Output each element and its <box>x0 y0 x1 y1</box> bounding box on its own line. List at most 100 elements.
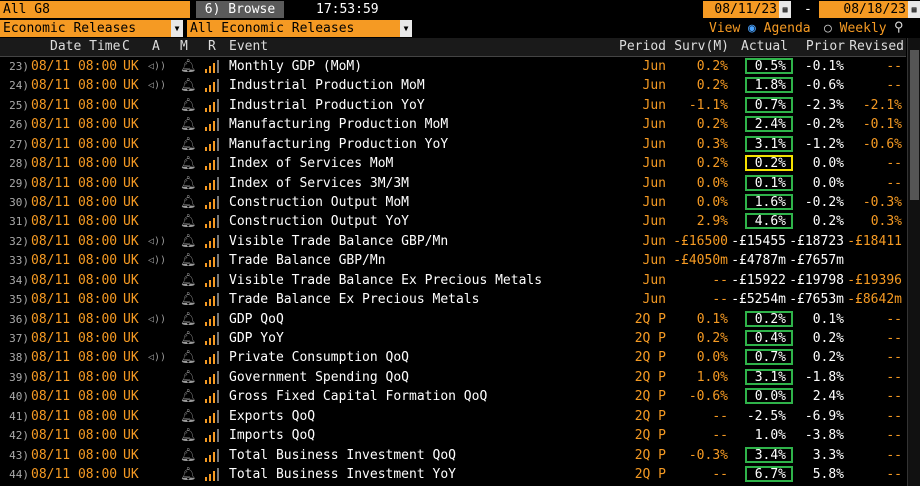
relevance-bar <box>205 360 207 365</box>
event-name: Industrial Production YoY <box>229 97 425 113</box>
col-alert[interactable]: A <box>152 39 160 54</box>
period: Jun <box>642 59 666 74</box>
view-agenda[interactable]: ◉ Agenda <box>748 20 811 37</box>
col-survey[interactable]: Surv(M) <box>674 39 729 54</box>
prior: -£19798 <box>789 272 844 288</box>
scroll-thumb[interactable] <box>910 50 919 200</box>
event-row[interactable]: 44) 08/11 08:00 UK 🔔︎ Total Business Investm… <box>0 465 906 484</box>
col-actual[interactable]: Actual <box>741 39 788 54</box>
event-row[interactable]: 32) 08/11 08:00 UK ◁)) 🔔︎ Visible Trade Balan… <box>0 232 906 251</box>
relevance-bar <box>217 409 219 423</box>
audio-icon: ◁)) <box>148 80 167 92</box>
survey: -- <box>712 408 728 424</box>
event-row[interactable]: 33) 08/11 08:00 UK ◁)) 🔔︎ Trade Balance GBP/M… <box>0 251 906 270</box>
prior: 0.0% <box>812 156 844 172</box>
col-relevance[interactable]: R <box>208 39 216 54</box>
actual: 0.2% <box>754 311 786 327</box>
col-period[interactable]: Period <box>619 39 666 54</box>
relevance-bars <box>205 135 221 154</box>
row-number: 40) <box>9 390 29 404</box>
relevance-bar <box>205 399 207 404</box>
relevance-bar <box>209 260 211 268</box>
relevance-bar <box>213 393 215 404</box>
calendar: ▦ <box>908 1 920 18</box>
col-market[interactable]: M <box>180 39 188 54</box>
country: UK <box>123 408 139 424</box>
event-row[interactable]: 30) 08/11 08:00 UK 🔔︎ Construction Output Mo… <box>0 193 906 212</box>
date-time: 08/11 08:00 <box>31 408 118 424</box>
event-row[interactable]: 42) 08/11 08:00 UK 🔔︎ Imports QoQ 2Q P -- 1.0% -… <box>0 426 906 445</box>
actual: -£15922 <box>731 272 786 288</box>
source-dropdown[interactable]: Economic Releases ▼ <box>0 20 183 37</box>
actual: -£4787m <box>731 253 786 269</box>
relevance-bar <box>213 412 215 423</box>
event-row[interactable]: 37) 08/11 08:00 UK 🔔︎ GDP YoY 2Q P 0.2% 0.4% 0.2… <box>0 329 906 348</box>
relevance-bar <box>209 338 211 346</box>
country: UK <box>123 350 139 366</box>
date-time: 08/11 08:00 <box>31 331 118 347</box>
event-row[interactable]: 39) 08/11 08:00 UK 🔔︎ Government Spending Qo… <box>0 368 906 387</box>
revised: -- <box>886 467 902 483</box>
period: Jun <box>642 117 666 133</box>
relevance-bars <box>205 193 221 212</box>
actual: -£15455 <box>731 233 786 249</box>
event-name: Visible Trade Balance GBP/Mn <box>229 233 449 249</box>
date-time: 08/11 08:00 <box>31 350 118 366</box>
event-row[interactable]: 25) 08/11 08:00 UK 🔔︎ Industrial Production … <box>0 96 906 115</box>
revised: -2.1% <box>862 97 902 113</box>
event-row[interactable]: 29) 08/11 08:00 UK 🔔︎ Index of Services 3M/3… <box>0 174 906 193</box>
survey: -- <box>712 292 728 308</box>
settings-icon[interactable]: ⚲ <box>894 20 904 35</box>
row-number: 31) <box>9 215 29 229</box>
event-row[interactable]: 31) 08/11 08:00 UK 🔔︎ Construction Output Yo… <box>0 212 906 231</box>
alert-bell: 🔔︎ <box>180 233 197 249</box>
filter-field[interactable]: All G8 <box>0 1 190 18</box>
event-name: Total Business Investment YoY <box>229 467 456 483</box>
date-time: 08/11 08:00 <box>31 195 118 210</box>
period: Jun <box>642 78 666 94</box>
end-date[interactable]: 08/18/23 ▦ <box>819 1 920 18</box>
col-prior[interactable]: Prior <box>805 39 845 54</box>
relevance-bar <box>209 454 211 462</box>
start-date[interactable]: 08/11/23 ▦ <box>703 1 791 18</box>
event-row[interactable]: 26) 08/11 08:00 UK 🔔︎ Manufacturing Producti… <box>0 115 906 134</box>
col-country[interactable]: C <box>122 39 130 54</box>
col-date-time[interactable]: Date Time <box>50 39 121 54</box>
event-name: Gross Fixed Capital Formation QoQ <box>229 389 488 405</box>
browse-button[interactable]: 6) Browse <box>196 1 284 18</box>
country: UK <box>123 195 139 210</box>
event-row[interactable]: 23) 08/11 08:00 UK ◁)) 🔔︎ Monthly GDP (MoM) Ju… <box>0 57 906 76</box>
event-row[interactable]: 43) 08/11 08:00 UK 🔔︎ Total Business Investm… <box>0 446 906 465</box>
col-revised[interactable]: Revised <box>849 39 904 54</box>
event-row[interactable]: 27) 08/11 08:00 UK 🔔︎ Manufacturing Producti… <box>0 135 906 154</box>
prior: -3.8% <box>804 428 844 444</box>
view-weekly[interactable]: ○ Weekly <box>824 20 887 37</box>
prior: 5.8% <box>812 467 844 483</box>
event-row[interactable]: 41) 08/11 08:00 UK 🔔︎ Exports QoQ 2Q P -- -2.5%… <box>0 407 906 426</box>
relevance-bar <box>205 127 207 132</box>
relevance-bar <box>209 143 211 151</box>
event-row[interactable]: 38) 08/11 08:00 UK ◁)) 🔔︎ Private Consumption… <box>0 348 906 367</box>
alert-bell: 🔔︎ <box>180 156 197 172</box>
relevance-bar <box>205 282 207 287</box>
event-row[interactable]: 34) 08/11 08:00 UK 🔔︎ Visible Trade Balance … <box>0 271 906 290</box>
survey: -- <box>712 467 728 483</box>
relevance-bar <box>217 468 219 482</box>
prior: 0.2% <box>812 214 844 230</box>
revised: 0.3% <box>870 214 902 230</box>
event-row[interactable]: 40) 08/11 08:00 UK 🔔︎ Gross Fixed Capital Fo… <box>0 387 906 406</box>
event-row[interactable]: 24) 08/11 08:00 UK ◁)) 🔔︎ Industrial Producti… <box>0 76 906 95</box>
scope-dropdown[interactable]: All Economic Releases ▼ <box>187 20 412 37</box>
actual: 1.6% <box>754 195 786 210</box>
scrollbar[interactable] <box>907 38 920 486</box>
actual: 0.0% <box>754 389 786 405</box>
row-number: 34) <box>9 273 29 287</box>
event-row[interactable]: 28) 08/11 08:00 UK 🔔︎ Index of Services MoM J… <box>0 154 906 173</box>
date-separator: - <box>804 2 812 17</box>
event-row[interactable]: 35) 08/11 08:00 UK 🔔︎ Trade Balance Ex Preci… <box>0 290 906 309</box>
col-event[interactable]: Event <box>229 39 269 54</box>
event-row[interactable]: 36) 08/11 08:00 UK ◁)) 🔔︎ GDP QoQ 2Q P 0.1% 0.2%… <box>0 310 906 329</box>
relevance-bar <box>209 182 211 190</box>
view-label: View <box>709 21 741 36</box>
revised: -£8642m <box>847 292 902 308</box>
